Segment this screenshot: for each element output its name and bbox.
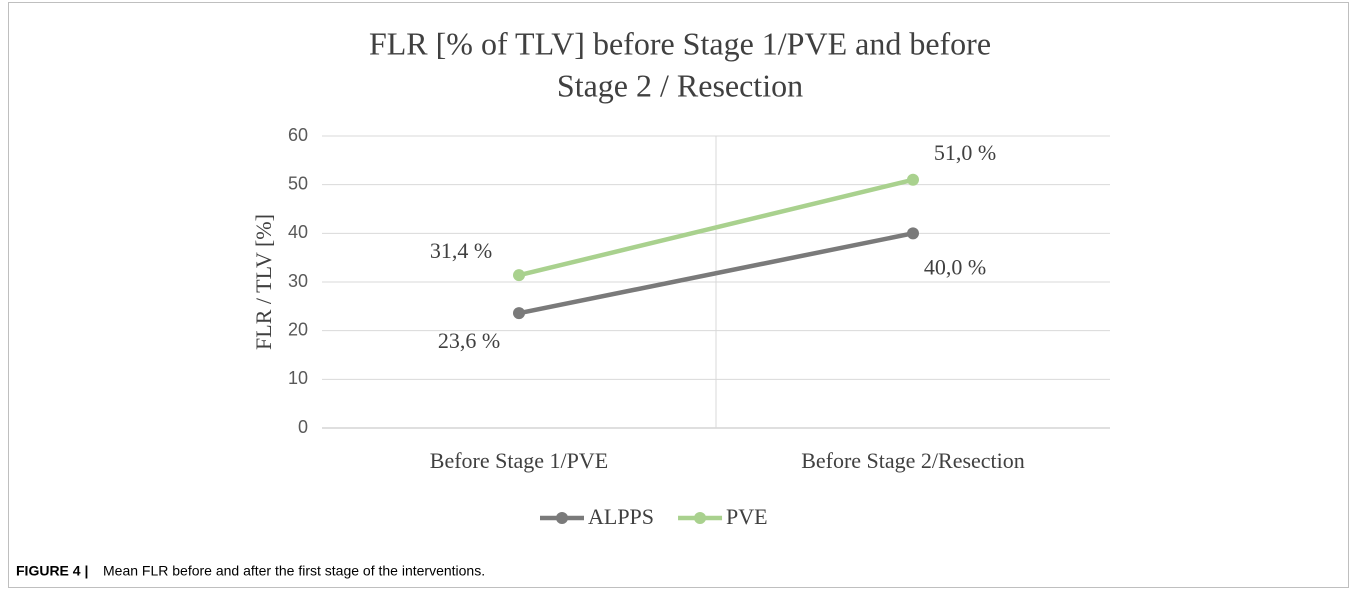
y-tick-label: 50 [288, 173, 308, 193]
caption: Mean FLR before and after the first stag… [103, 563, 485, 579]
marker [513, 269, 525, 282]
y-tick-label: 10 [288, 368, 308, 388]
figure-label: FIGURE 4 | [16, 563, 88, 579]
legend-label: PVE [726, 504, 768, 529]
y-tick-label: 0 [298, 417, 308, 437]
y-tick-label: 40 [288, 222, 308, 242]
data-label: 51,0 % [934, 140, 996, 165]
x-tick-label: Before Stage 1/PVE [430, 448, 608, 473]
marker [907, 173, 919, 186]
data-label: 31,4 % [430, 238, 492, 263]
y-tick-label: 60 [288, 125, 308, 145]
y-axis-label: FLR / TLV [%] [251, 214, 276, 350]
chart-title: Stage 2 / Resection [557, 67, 803, 103]
marker [907, 227, 919, 240]
y-tick-label: 30 [288, 271, 308, 291]
data-label: 23,6 % [438, 328, 500, 353]
legend-marker [556, 512, 568, 524]
marker [513, 307, 525, 320]
data-label: 40,0 % [924, 254, 986, 279]
legend-marker [694, 512, 707, 524]
y-tick-label: 20 [288, 319, 308, 339]
legend-label: ALPPS [588, 504, 654, 529]
chart-border [8, 2, 1349, 588]
series-line [518, 177, 914, 278]
x-tick-label: Before Stage 2/Resection [801, 448, 1025, 473]
chart-title: FLR [% of TLV] before Stage 1/PVE and be… [369, 25, 991, 61]
series-line [518, 231, 914, 316]
